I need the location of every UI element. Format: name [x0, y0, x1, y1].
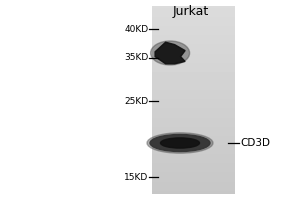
Text: Jurkat: Jurkat [172, 4, 208, 18]
Text: CD3D: CD3D [240, 138, 270, 148]
Ellipse shape [147, 133, 213, 153]
Text: 35KD: 35KD [124, 53, 148, 62]
Ellipse shape [150, 134, 210, 152]
Text: 15KD: 15KD [124, 172, 148, 182]
Text: 40KD: 40KD [124, 24, 148, 33]
Polygon shape [155, 42, 185, 64]
Ellipse shape [151, 41, 190, 65]
Text: 25KD: 25KD [124, 97, 148, 106]
Ellipse shape [160, 138, 200, 148]
